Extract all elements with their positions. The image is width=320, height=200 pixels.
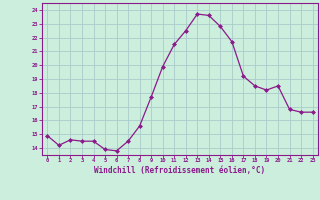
X-axis label: Windchill (Refroidissement éolien,°C): Windchill (Refroidissement éolien,°C) [94, 166, 266, 175]
